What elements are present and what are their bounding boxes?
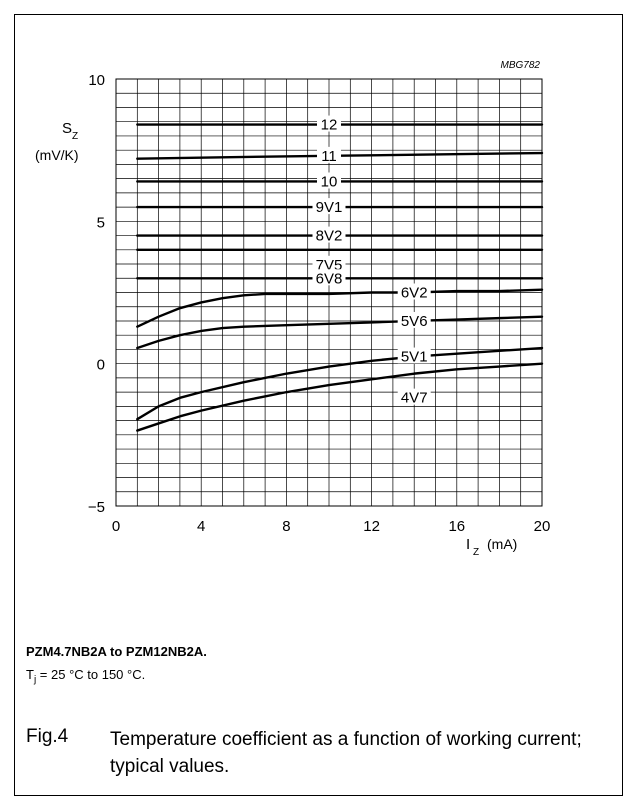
condition-subscript: j	[33, 674, 37, 686]
series-label: 6V2	[401, 285, 428, 302]
series-line	[136, 362, 544, 432]
series-label-bg	[397, 388, 431, 405]
y-tick-label: 0	[97, 357, 105, 374]
x-tick-label: 8	[282, 518, 290, 535]
x-axis-subscript: Z	[473, 547, 479, 558]
series-label-bg	[317, 146, 341, 163]
series-label: 8V2	[316, 228, 343, 245]
y-axis-symbol: S	[62, 120, 72, 137]
series-label: 4V7	[401, 390, 428, 407]
x-tick-label: 0	[112, 518, 120, 535]
series-label-bg	[312, 269, 346, 286]
x-tick-label: 20	[534, 518, 551, 535]
figure-number: Fig.4	[26, 726, 69, 747]
caption-conditions: Tj = 25 °C to 150 °C.	[26, 667, 145, 686]
series-line	[136, 315, 544, 350]
x-tick-label: 4	[197, 518, 205, 535]
temperature-coefficient-chart: 1211109V18V27V56V86V25V65V14V7MBG7821050…	[35, 60, 551, 558]
series-label: 11	[321, 148, 337, 165]
y-tick-label: 5	[97, 214, 105, 231]
x-tick-label: 16	[448, 518, 465, 535]
condition-symbol: T	[26, 667, 34, 682]
series-line	[136, 288, 544, 328]
y-axis-unit: (mV/K)	[35, 147, 79, 163]
series-line	[136, 346, 544, 421]
series-label: 6V8	[316, 270, 343, 287]
y-tick-label: 10	[88, 72, 105, 89]
series-label-bg	[397, 347, 431, 364]
chart-code: MBG782	[501, 60, 541, 71]
series-label: 10	[321, 173, 338, 190]
series-label: 5V6	[401, 313, 428, 330]
figure-caption: Temperature coefficient as a function of…	[110, 729, 582, 777]
series-label: 12	[321, 117, 338, 134]
series-label-bg	[312, 226, 346, 243]
y-tick-label: −5	[88, 499, 105, 516]
series-label-bg	[312, 198, 346, 215]
series-label-bg	[312, 255, 346, 272]
series-label-bg	[397, 311, 431, 328]
grid	[115, 78, 543, 507]
series-label-bg	[317, 115, 341, 132]
caption-title: PZM4.7NB2A to PZM12NB2A.	[26, 644, 207, 659]
x-tick-label: 12	[363, 518, 380, 535]
series-label: 5V1	[401, 349, 428, 366]
x-axis-symbol: I	[466, 536, 470, 553]
series-label-bg	[397, 283, 431, 300]
figure-frame	[14, 14, 623, 796]
x-axis-unit: (mA)	[487, 536, 517, 552]
series-label-bg	[317, 172, 341, 189]
plot-border	[115, 78, 543, 507]
condition-text: = 25 °C to 150 °C.	[36, 667, 146, 682]
y-axis-subscript: Z	[72, 131, 78, 142]
series-label: 9V1	[316, 199, 343, 216]
